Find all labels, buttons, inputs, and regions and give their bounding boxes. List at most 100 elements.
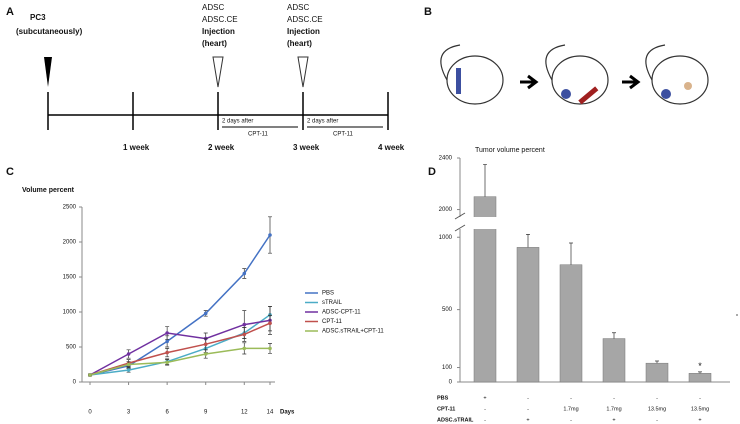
point <box>88 373 92 377</box>
line <box>89 322 271 376</box>
table-cell: - <box>699 395 701 401</box>
bar <box>516 247 540 383</box>
injection-text: Injection <box>287 27 320 36</box>
point <box>165 331 169 335</box>
injection-arrow <box>297 56 309 88</box>
x-tick-label: 6 <box>165 410 169 416</box>
x-tick-label: 12 <box>241 410 248 416</box>
legend-label: sTRAIL <box>322 300 343 306</box>
chart-title: Volume percent <box>22 187 75 194</box>
error-bar <box>526 233 530 248</box>
week-label: 3 week <box>293 143 320 152</box>
table-cell: - <box>570 417 572 423</box>
table-row-label: ADSC.sTRAIL <box>437 417 474 423</box>
table-cell: - <box>527 395 529 401</box>
point <box>165 350 169 355</box>
point <box>268 321 272 326</box>
error-bar <box>698 371 702 374</box>
y-tick-label: 500 <box>442 307 453 313</box>
table-cell: - <box>527 406 529 412</box>
note: 2 days after <box>222 119 253 125</box>
y-tick-label: 2000 <box>439 207 453 213</box>
error-bar <box>655 360 659 364</box>
x-tick-label: 14 <box>267 410 274 416</box>
drug: CPT-11 <box>333 132 354 138</box>
panel-label: D <box>428 166 436 178</box>
table-cell: - <box>613 395 615 401</box>
point <box>203 342 208 347</box>
legend-label: ADSC.sTRAIL+CPT-11 <box>322 329 384 335</box>
point <box>242 332 247 337</box>
y-tick-label: 500 <box>66 345 77 351</box>
x-tick-label: 9 <box>204 410 208 416</box>
injection-text: ADSC <box>287 3 309 12</box>
point <box>165 360 169 365</box>
y-tick-label: 2400 <box>439 156 453 162</box>
injection-arrow <box>212 56 224 88</box>
table-cell: 13.5mg <box>691 406 709 412</box>
line <box>89 314 271 376</box>
x-tick-label: 3 <box>127 410 131 416</box>
injection-text: ADSC <box>202 3 224 12</box>
point <box>203 311 208 316</box>
y-tick-label: 2000 <box>63 240 77 246</box>
table-cell: - <box>570 395 572 401</box>
bar <box>645 362 669 383</box>
injection-text: (heart) <box>202 39 227 48</box>
note: 2 days after <box>307 119 338 125</box>
y-tick-label: 1000 <box>63 310 77 316</box>
point <box>126 362 131 367</box>
point <box>268 233 272 237</box>
legend-label: CPT-11 <box>322 319 343 325</box>
week-label: 1 week <box>123 143 150 152</box>
point <box>242 346 247 351</box>
x-tick-label: 0 <box>88 410 92 416</box>
table-cell: - <box>656 417 658 423</box>
y-tick-label: 1000 <box>439 235 453 241</box>
route: (subcutaneously) <box>16 27 83 36</box>
point <box>242 271 247 276</box>
drug: CPT-11 <box>248 132 269 138</box>
point <box>165 339 169 344</box>
y-tick-label: 100 <box>442 365 453 371</box>
panel-label: A <box>6 6 14 18</box>
table-cell: - <box>484 417 486 423</box>
error-bar <box>612 332 616 339</box>
legend-label: ADSC-CPT-11 <box>322 310 361 316</box>
table-cell: + <box>526 417 529 423</box>
table-cell: - <box>484 406 486 412</box>
bar <box>602 338 626 383</box>
table-cell: + <box>698 417 701 423</box>
line <box>89 319 271 376</box>
mice <box>440 44 709 105</box>
panel-label: B <box>424 6 432 18</box>
bar <box>688 373 712 383</box>
point <box>203 352 208 356</box>
table-cell: 1.7mg <box>563 406 578 412</box>
injection-text: ADSC.CE <box>287 15 323 24</box>
table-cell: 1.7mg <box>606 406 621 412</box>
injection-text: Injection <box>202 27 235 36</box>
injection-text: (heart) <box>287 39 312 48</box>
y-axis-label: Tumor volume percent <box>475 147 545 154</box>
significance: * <box>698 361 702 371</box>
week-label: 4 week <box>378 143 405 152</box>
injection-text: ADSC.CE <box>202 15 238 24</box>
y-tick-label: 2500 <box>63 205 77 211</box>
arrow <box>44 57 52 87</box>
panel-label: C <box>6 166 14 178</box>
y-tick-label: 0 <box>449 380 453 386</box>
legend-label: PBS <box>322 291 334 297</box>
y-tick-label: 1500 <box>63 275 77 281</box>
week-label: 2 week <box>208 143 235 152</box>
table-row-label: CPT-11 <box>437 406 455 412</box>
y-tick-label: 0 <box>73 380 77 386</box>
point <box>126 368 131 372</box>
axis-break <box>454 212 466 232</box>
line <box>89 234 271 376</box>
table-cell: - <box>656 395 658 401</box>
cell-line: PC3 <box>30 13 46 22</box>
point <box>268 346 272 351</box>
bar <box>559 264 583 383</box>
